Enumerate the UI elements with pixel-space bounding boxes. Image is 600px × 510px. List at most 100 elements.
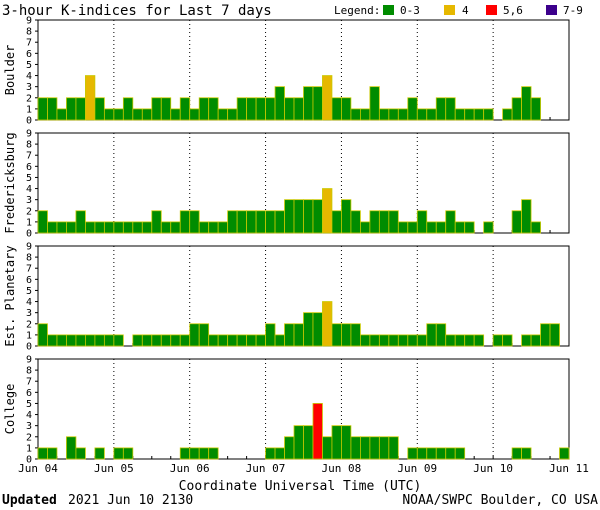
k-index-bar xyxy=(66,221,77,234)
k-index-bar xyxy=(94,447,105,460)
k-index-bar xyxy=(359,334,371,347)
k-index-bar xyxy=(416,334,428,347)
k-index-bar xyxy=(37,447,48,460)
k-index-bar xyxy=(359,436,371,460)
k-index-bar xyxy=(293,323,304,347)
k-index-bar xyxy=(521,199,532,234)
k-index-bar xyxy=(397,221,409,234)
k-index-bar xyxy=(227,210,238,234)
k-index-bar xyxy=(151,334,162,347)
x-tick-label: Jun 09 xyxy=(397,462,437,475)
y-tick-label: 6 xyxy=(26,275,32,286)
k-index-bar xyxy=(312,403,323,460)
legend-swatch-3 xyxy=(546,5,557,15)
y-tick-label: 9 xyxy=(26,242,32,253)
legend-swatch-1 xyxy=(444,5,455,15)
k-index-bar xyxy=(265,447,276,460)
k-index-bar xyxy=(198,447,210,460)
k-index-bar xyxy=(407,221,418,234)
y-tick-label: 9 xyxy=(26,355,32,366)
k-index-bar xyxy=(492,334,504,347)
y-tick-label: 8 xyxy=(26,366,32,377)
y-tick-label: 7 xyxy=(26,38,32,49)
k-index-bar xyxy=(445,97,456,121)
x-tick-label: Jun 11 xyxy=(549,462,589,475)
k-index-bar xyxy=(47,334,58,347)
y-tick-label: 6 xyxy=(26,162,32,173)
k-index-bar xyxy=(464,334,475,347)
y-tick-label: 4 xyxy=(26,71,32,82)
k-index-bar xyxy=(141,108,153,121)
k-index-bar xyxy=(454,108,466,121)
k-index-bar xyxy=(246,334,257,347)
k-index-bar xyxy=(47,97,58,121)
x-tick-label: Jun 04 xyxy=(18,462,58,475)
k-index-bar xyxy=(160,221,172,234)
k-index-bar xyxy=(122,221,134,234)
k-index-bar xyxy=(331,425,342,460)
k-index-bar xyxy=(170,221,181,234)
k-index-bar xyxy=(132,221,143,234)
y-tick-label: 1 xyxy=(26,217,32,228)
k-index-bar xyxy=(454,221,466,234)
k-index-bar xyxy=(160,334,172,347)
k-index-bar xyxy=(435,447,447,460)
updated-label: Updated xyxy=(2,493,57,508)
y-tick-label: 0 xyxy=(26,229,32,240)
y-tick-label: 0 xyxy=(26,116,32,127)
k-index-bar xyxy=(284,323,295,347)
k-index-bar xyxy=(236,210,248,234)
k-index-bar xyxy=(341,323,352,347)
k-index-bar xyxy=(47,447,58,460)
k-index-bar xyxy=(274,210,285,234)
k-index-bar xyxy=(170,334,181,347)
k-index-bar xyxy=(312,312,323,347)
k-index-bar xyxy=(530,97,541,121)
k-index-bar xyxy=(426,221,437,234)
k-index-bar xyxy=(483,108,494,121)
k-index-bar xyxy=(246,97,257,121)
k-index-bar xyxy=(540,323,551,347)
k-index-bar xyxy=(274,86,285,121)
y-tick-label: 1 xyxy=(26,104,32,115)
legend-label: Legend: xyxy=(334,4,380,17)
k-index-bar xyxy=(236,97,248,121)
k-index-bar xyxy=(198,221,210,234)
k-index-bar xyxy=(37,323,48,347)
y-tick-label: 2 xyxy=(26,93,32,104)
k-index-bar xyxy=(303,199,314,234)
k-index-bar xyxy=(359,108,371,121)
k-index-bar xyxy=(341,97,352,121)
k-index-bar xyxy=(464,221,475,234)
y-tick-label: 3 xyxy=(26,421,32,432)
footer-credit: NOAA/SWPC Boulder, CO USA xyxy=(402,493,598,508)
k-index-bar xyxy=(445,447,456,460)
k-index-bar xyxy=(397,108,409,121)
k-index-bar xyxy=(141,221,153,234)
k-index-bar xyxy=(378,334,390,347)
k-index-bar xyxy=(132,108,143,121)
y-tick-label: 5 xyxy=(26,286,32,297)
k-index-bar xyxy=(170,108,181,121)
legend: Legend: 0-3 4 5,6 7-9 xyxy=(334,4,583,17)
k-index-bar xyxy=(312,86,323,121)
k-index-bar xyxy=(445,334,456,347)
k-index-bar xyxy=(454,447,466,460)
k-index-bar xyxy=(454,334,466,347)
k-index-bar xyxy=(227,334,238,347)
k-index-bar xyxy=(350,108,361,121)
k-index-bar xyxy=(113,447,124,460)
k-index-bar xyxy=(208,334,219,347)
k-index-bar xyxy=(445,210,456,234)
k-index-bar xyxy=(549,323,560,347)
k-index-bar xyxy=(416,447,428,460)
k-index-bar xyxy=(208,447,219,460)
k-index-bar xyxy=(198,97,210,121)
k-index-bar xyxy=(208,221,219,234)
y-tick-label: 2 xyxy=(26,206,32,217)
k-index-bar xyxy=(122,97,134,121)
k-index-bar xyxy=(426,108,437,121)
